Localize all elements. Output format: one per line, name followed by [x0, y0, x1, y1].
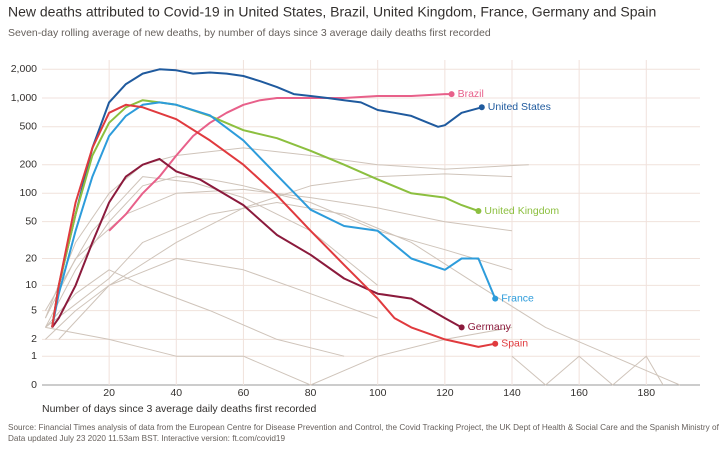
x-tick-label: 180 — [638, 387, 656, 399]
x-tick-label: 140 — [503, 387, 521, 399]
y-tick-label: 100 — [19, 187, 37, 199]
note: Data updated July 23 2020 11.53am BST. I… — [8, 434, 285, 443]
background-line — [44, 188, 513, 319]
series-label: Germany — [468, 321, 512, 333]
y-tick-label: 200 — [19, 159, 37, 171]
y-tick-label: 1,000 — [11, 92, 37, 104]
end-point — [492, 340, 499, 347]
source: Source: Financial Times analysis of data… — [8, 423, 720, 432]
background-line — [45, 258, 378, 340]
series-label: Spain — [501, 338, 528, 350]
series-line — [51, 68, 483, 328]
background-line — [45, 326, 513, 386]
series-label: United States — [488, 101, 551, 113]
series-line — [51, 101, 497, 328]
x-tick-label: 80 — [305, 387, 317, 399]
y-tick-label: 50 — [25, 215, 37, 227]
x-tick-label: 100 — [369, 387, 387, 399]
series-label: United Kingdom — [484, 205, 559, 217]
y-tick-label: 10 — [25, 279, 37, 291]
y-tick-label: 500 — [19, 121, 37, 133]
end-point — [492, 295, 499, 302]
x-tick-label: 60 — [238, 387, 250, 399]
background-line — [45, 202, 681, 386]
background-line — [58, 173, 513, 340]
y-tick-label: 2 — [31, 333, 37, 345]
end-point — [475, 207, 482, 214]
x-tick-label: 40 — [170, 387, 182, 399]
background-line — [511, 355, 664, 386]
end-point — [478, 104, 485, 111]
background-line — [45, 269, 345, 357]
end-point — [458, 324, 465, 331]
x-axis-label: Number of days since 3 average daily dea… — [42, 403, 316, 415]
y-tick-label: 2,000 — [11, 63, 37, 75]
end-point — [448, 91, 455, 98]
y-tick-label: 20 — [25, 252, 37, 264]
x-tick-label: 120 — [436, 387, 454, 399]
background-line — [44, 176, 379, 311]
x-tick-label: 160 — [570, 387, 588, 399]
y-tick-label: 0 — [31, 379, 37, 391]
series-label: France — [501, 292, 534, 304]
series-line — [51, 103, 496, 348]
x-tick-label: 20 — [103, 387, 115, 399]
y-tick-label: 1 — [31, 350, 37, 362]
chart-title: New deaths attributed to Covid-19 in Uni… — [8, 4, 656, 20]
series-line — [51, 157, 463, 329]
background-line — [44, 147, 529, 319]
series-label: Brazil — [458, 88, 484, 100]
background-line — [44, 176, 513, 328]
chart-subtitle: Seven-day rolling average of new deaths,… — [8, 27, 491, 39]
y-tick-label: 5 — [31, 304, 37, 316]
series-line — [108, 93, 452, 232]
